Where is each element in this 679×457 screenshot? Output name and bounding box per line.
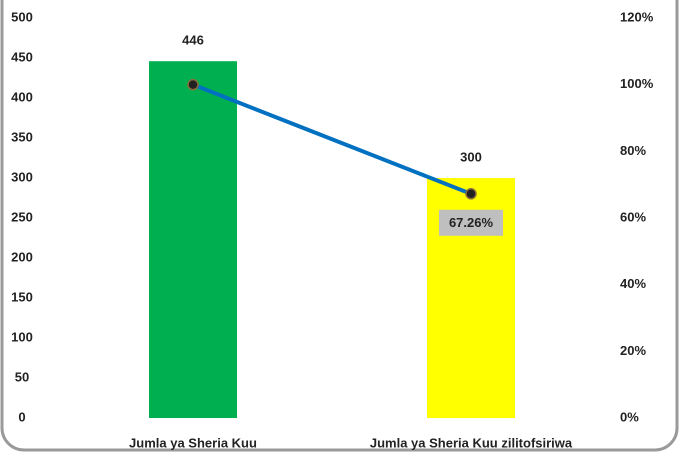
- y-tick-label: 200: [11, 249, 33, 264]
- y-tick-label: 100: [11, 329, 33, 344]
- y2-tick-label: 60%: [620, 209, 646, 224]
- y2-tick-label: 40%: [620, 276, 646, 291]
- y-tick-label: 250: [11, 209, 33, 224]
- y-tick-label: 50: [15, 369, 29, 384]
- y-tick-label: 350: [11, 129, 33, 144]
- line-point: [187, 78, 199, 91]
- y-tick-label: 300: [11, 169, 33, 184]
- data-label: 300: [460, 149, 482, 164]
- y2-tick-label: 100%: [620, 76, 654, 91]
- data-label: 67.26%: [449, 215, 494, 230]
- y-tick-label: 150: [11, 289, 33, 304]
- data-label: 446: [182, 33, 204, 48]
- y-tick-label: 400: [11, 89, 33, 104]
- y-tick-label: 450: [11, 49, 33, 64]
- y2-tick-label: 20%: [620, 343, 646, 358]
- label-box: [439, 209, 503, 236]
- y-tick-label: 0: [18, 409, 25, 424]
- x-tick-label: Jumla ya Sheria Kuu: [129, 435, 257, 450]
- y2-tick-label: 0%: [620, 409, 639, 424]
- y2-tick-label: 120%: [620, 9, 654, 24]
- line: [192, 82, 472, 196]
- x-tick-label: Jumla ya Sheria Kuu zilitofsiriwa: [370, 435, 573, 450]
- y-tick-label: 500: [11, 9, 33, 24]
- bar: [149, 61, 237, 418]
- line-point: [465, 188, 477, 200]
- y2-tick-label: 80%: [620, 143, 646, 158]
